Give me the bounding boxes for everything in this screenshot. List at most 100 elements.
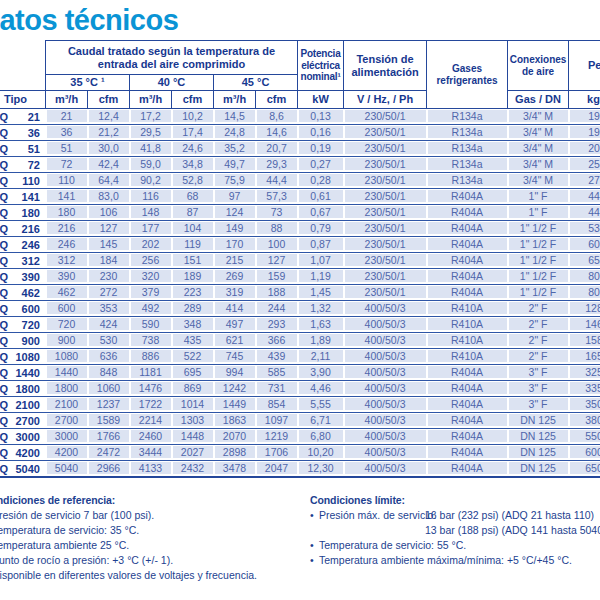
referencia-item: •Disponible en diferentes valores de vol… bbox=[0, 568, 310, 583]
model-name-cell: ADQ110 bbox=[0, 173, 46, 189]
value-cell: 3/4" M bbox=[508, 157, 569, 173]
value-cell: 24,6 bbox=[172, 141, 214, 157]
condiciones-limite: Condiciones límite: • Presión máx. de se… bbox=[310, 493, 600, 583]
value-cell: 10,2 bbox=[172, 109, 214, 125]
value-cell: R404A bbox=[427, 253, 508, 269]
value-cell: 72 bbox=[46, 157, 88, 173]
table-row: ADQ363621,229,517,424,814,60,16230/50/1R… bbox=[0, 125, 600, 141]
value-cell: 1476 bbox=[130, 381, 172, 397]
value-cell: 27 bbox=[569, 173, 600, 189]
value-cell: R404A bbox=[427, 413, 508, 429]
model-name-cell: ADQ390 bbox=[0, 269, 46, 285]
table-row: ADQ3123121842561512151271,07230/50/1R404… bbox=[0, 253, 600, 269]
model-name-cell: ADQ72 bbox=[0, 157, 46, 173]
footnotes: Condiciones de referencia: •Presión de s… bbox=[0, 493, 600, 583]
value-cell: 3" F bbox=[508, 381, 569, 397]
value-cell: 216 bbox=[46, 221, 88, 237]
value-cell: 1,32 bbox=[298, 301, 344, 317]
value-cell: 230/50/1 bbox=[344, 157, 427, 173]
value-cell: 1706 bbox=[256, 445, 298, 461]
value-cell: DN 125 bbox=[508, 445, 569, 461]
value-cell: 110 bbox=[46, 173, 88, 189]
value-cell: 4133 bbox=[130, 461, 172, 478]
value-cell: 1181 bbox=[130, 365, 172, 381]
referencia-item: •Temperatura de servicio: 35 °C. bbox=[0, 523, 310, 538]
model-name-cell: ADQ51 bbox=[0, 141, 46, 157]
value-cell: R134a bbox=[427, 173, 508, 189]
value-cell: 4200 bbox=[46, 445, 88, 461]
value-cell: 272 bbox=[88, 285, 130, 301]
value-cell: 1080 bbox=[46, 349, 88, 365]
value-cell: DN 125 bbox=[508, 429, 569, 445]
table-row: ADQ18018010614887124730,67230/50/1R404A1… bbox=[0, 205, 600, 221]
value-cell: 124 bbox=[214, 205, 256, 221]
value-cell: 522 bbox=[172, 349, 214, 365]
value-cell: 44,4 bbox=[256, 173, 298, 189]
value-cell: 695 bbox=[172, 365, 214, 381]
referencia-item: •Temperatura ambiente 25 °C. bbox=[0, 538, 310, 553]
unit-m3h-35: m³/h bbox=[46, 91, 88, 109]
value-cell: 1060 bbox=[88, 381, 130, 397]
model-name-cell: ADQ1800 bbox=[0, 381, 46, 397]
value-cell: 128 bbox=[569, 301, 600, 317]
value-cell: R404A bbox=[427, 269, 508, 285]
limite-item: •Temperatura ambiente máxima/mínima: +5 … bbox=[310, 553, 600, 568]
value-cell: R134a bbox=[427, 157, 508, 173]
value-cell: 14,5 bbox=[214, 109, 256, 125]
value-cell: 650 bbox=[569, 461, 600, 478]
table-row: ADQ7207204245903484972931,63400/50/3R410… bbox=[0, 317, 600, 333]
value-cell: 390 bbox=[46, 269, 88, 285]
value-cell: 165 bbox=[569, 349, 600, 365]
unit-gas-dn: Gas / DN bbox=[508, 91, 569, 109]
value-cell: 230/50/1 bbox=[344, 269, 427, 285]
value-cell: 106 bbox=[88, 205, 130, 221]
table-row: ADQ727242,459,034,849,729,30,27230/50/1R… bbox=[0, 157, 600, 173]
temp-35-header: 35 °C ¹ bbox=[46, 75, 130, 91]
model-name-cell: ADQ5040 bbox=[0, 461, 46, 478]
value-cell: 230/50/1 bbox=[344, 173, 427, 189]
value-cell: 1440 bbox=[46, 365, 88, 381]
value-cell: 127 bbox=[88, 221, 130, 237]
table-row: ADQ504050402966413324323478204712,30400/… bbox=[0, 461, 600, 478]
value-cell: 0,13 bbox=[298, 109, 344, 125]
temp-45-header: 45 °C bbox=[214, 75, 298, 91]
value-cell: R404A bbox=[427, 285, 508, 301]
value-cell: 1,07 bbox=[298, 253, 344, 269]
value-cell: 12,4 bbox=[88, 109, 130, 125]
value-cell: 497 bbox=[214, 317, 256, 333]
value-cell: 184 bbox=[88, 253, 130, 269]
value-cell: R404A bbox=[427, 365, 508, 381]
table-row: ADQ27002700158922141303186310976,71400/5… bbox=[0, 413, 600, 429]
value-cell: 49,7 bbox=[214, 157, 256, 173]
value-cell: 1097 bbox=[256, 413, 298, 429]
value-cell: DN 125 bbox=[508, 461, 569, 478]
value-cell: 325 bbox=[569, 365, 600, 381]
table-row: ADQ6006003534922894142441,32400/50/3R410… bbox=[0, 301, 600, 317]
value-cell: 400/50/3 bbox=[344, 413, 427, 429]
table-row: ADQ2462461452021191701000,87230/50/1R404… bbox=[0, 237, 600, 253]
value-cell: 720 bbox=[46, 317, 88, 333]
value-cell: 2432 bbox=[172, 461, 214, 478]
value-cell: R404A bbox=[427, 461, 508, 478]
value-cell: 900 bbox=[46, 333, 88, 349]
value-cell: 6,71 bbox=[298, 413, 344, 429]
value-cell: 269 bbox=[214, 269, 256, 285]
value-cell: 994 bbox=[214, 365, 256, 381]
model-name-cell: ADQ1080 bbox=[0, 349, 46, 365]
unit-kg: kg bbox=[569, 91, 600, 109]
value-cell: 145 bbox=[88, 237, 130, 253]
temp-40-header: 40 °C bbox=[130, 75, 214, 91]
value-cell: 59,0 bbox=[130, 157, 172, 173]
technical-data-table: Caudal tratado según la temperatura de e… bbox=[0, 40, 600, 478]
value-cell: 19 bbox=[569, 125, 600, 141]
model-name-cell: ADQ600 bbox=[0, 301, 46, 317]
value-cell: R410A bbox=[427, 317, 508, 333]
value-cell: 400/50/3 bbox=[344, 333, 427, 349]
value-cell: 636 bbox=[88, 349, 130, 365]
value-cell: 64,4 bbox=[88, 173, 130, 189]
value-cell: 73 bbox=[256, 205, 298, 221]
value-cell: 0,61 bbox=[298, 189, 344, 205]
value-cell: 1766 bbox=[88, 429, 130, 445]
value-cell: 230/50/1 bbox=[344, 285, 427, 301]
value-cell: 127 bbox=[256, 253, 298, 269]
